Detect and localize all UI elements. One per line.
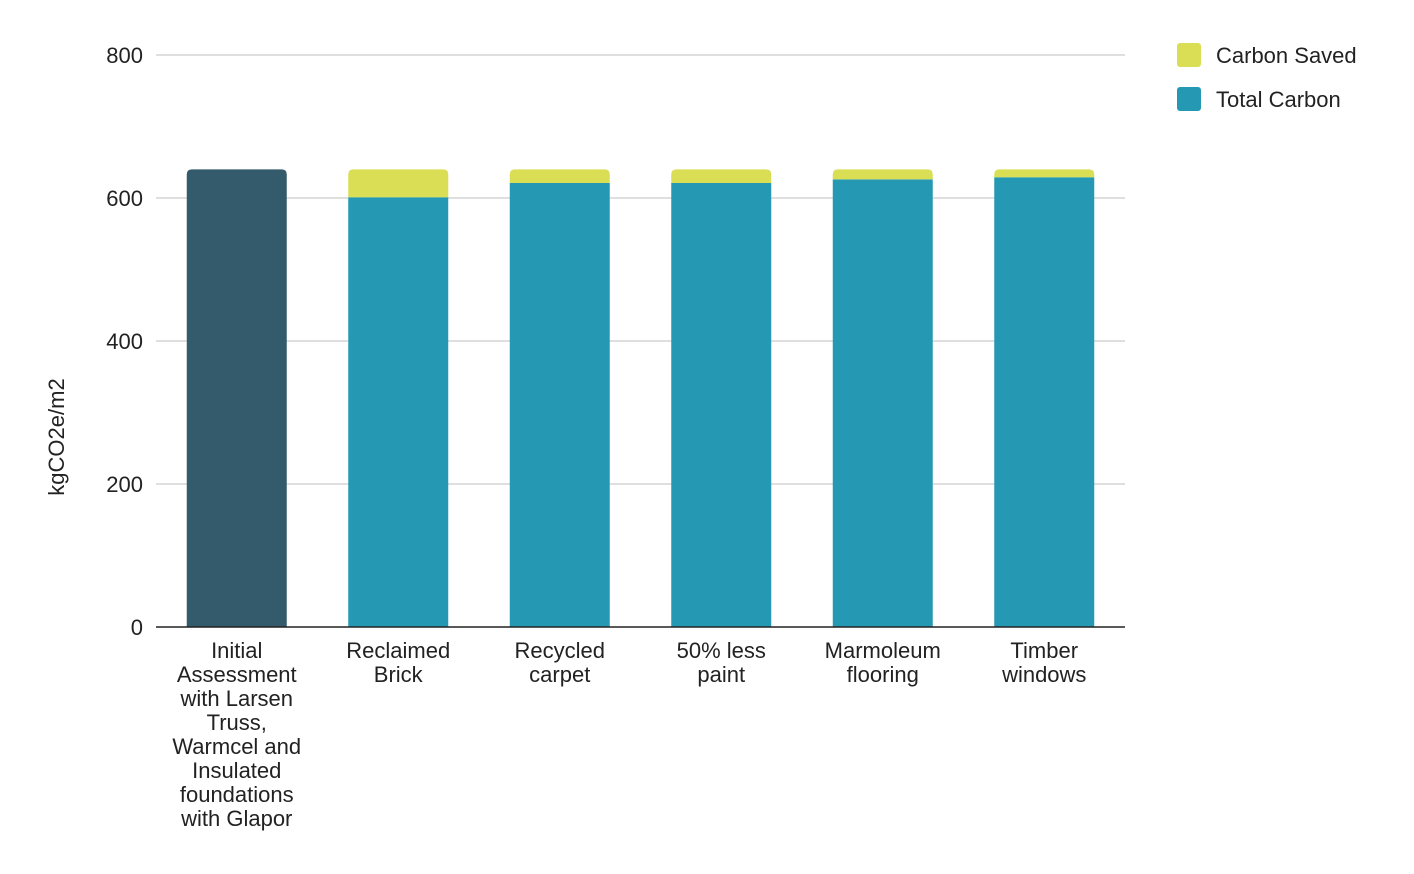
- y-axis-title: kgCO2e/m2: [44, 378, 69, 495]
- y-tick-label: 200: [106, 472, 143, 497]
- bar-total-carbon: [994, 177, 1095, 627]
- bar-total-carbon: [348, 197, 449, 627]
- legend-label: Total Carbon: [1216, 87, 1341, 112]
- x-tick-labels: Initial Assessment with Larsen Truss, Warmce…: [172, 638, 1086, 831]
- bars: [186, 169, 1095, 628]
- legend: Carbon Saved Total Carbon: [1177, 43, 1357, 112]
- bar-total-carbon: [832, 179, 933, 627]
- bar-total-carbon: [509, 182, 610, 628]
- y-tick-labels: 0 200 400 600 800: [106, 43, 143, 640]
- y-tick-label: 600: [106, 186, 143, 211]
- x-tick-label: Recycled carpet: [515, 638, 605, 687]
- bar-carbon-saved: [832, 169, 933, 180]
- y-tick-label: 0: [131, 615, 143, 640]
- y-tick-label: 800: [106, 43, 143, 68]
- bar-carbon-saved: [348, 169, 449, 198]
- gridlines: [156, 54, 1125, 485]
- x-tick-label: Initial Assessment with Larsen Truss, Warmce…: [172, 638, 301, 831]
- x-tick-label: Marmoleum flooring: [825, 638, 941, 687]
- y-tick-label: 400: [106, 329, 143, 354]
- legend-label: Carbon Saved: [1216, 43, 1357, 68]
- bar-carbon-saved: [509, 169, 610, 183]
- bar-total-carbon: [671, 182, 772, 628]
- bar-carbon-saved: [994, 169, 1095, 178]
- x-tick-label: 50% less paint: [677, 638, 766, 687]
- bar-total-carbon: [186, 169, 287, 627]
- legend-swatch: [1177, 43, 1201, 67]
- x-tick-label: Timber windows: [1001, 638, 1086, 687]
- bar-carbon-saved: [671, 169, 772, 183]
- x-tick-label: Reclaimed Brick: [346, 638, 450, 687]
- legend-swatch: [1177, 87, 1201, 111]
